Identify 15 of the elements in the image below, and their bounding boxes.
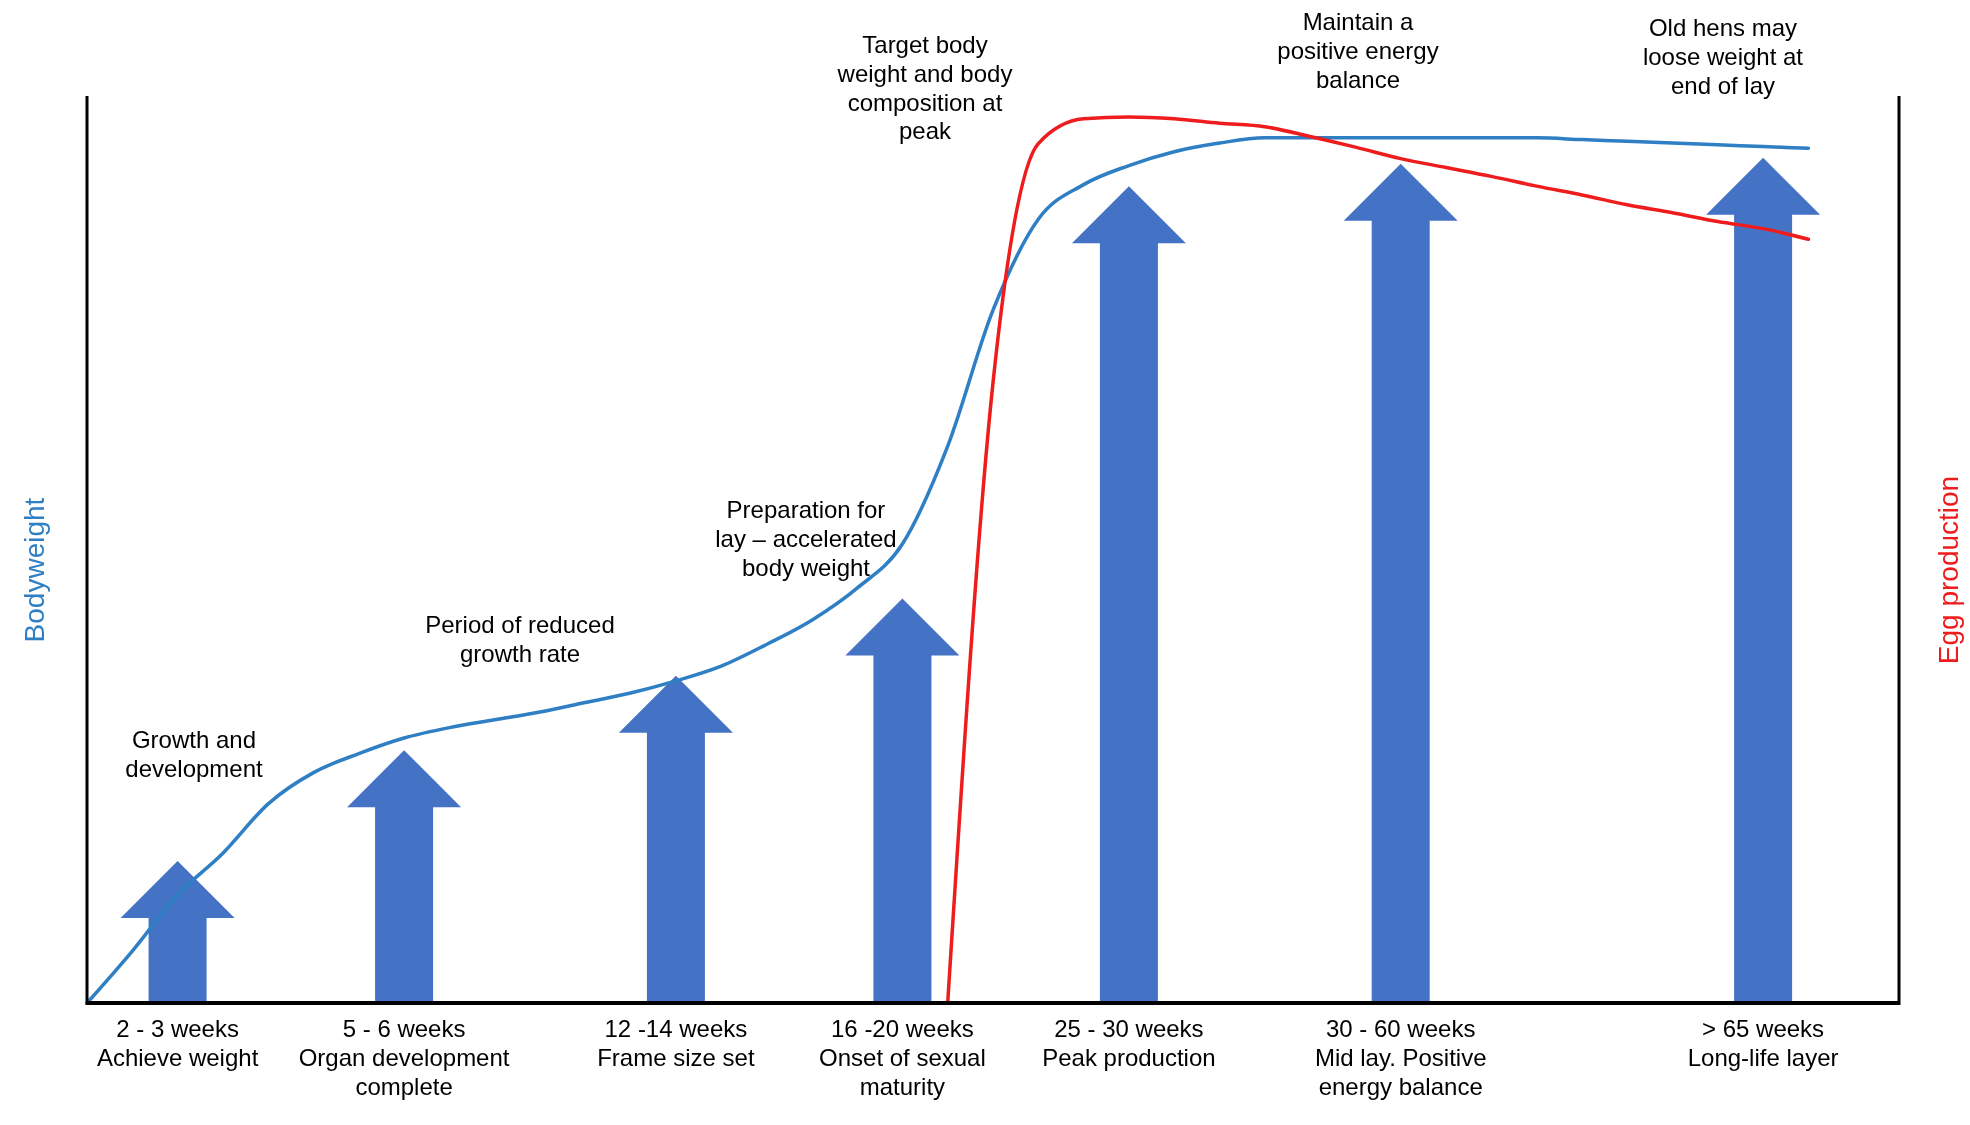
annotation: Period of reduced growth rate [425, 611, 615, 667]
y-axis-title: Bodyweight [19, 497, 50, 643]
text: Old hens may loose weight at end of lay [1642, 14, 1804, 99]
text: Maintain a positive energy balance [1277, 8, 1439, 93]
annotation: Preparation for lay – accelerated body weight [715, 496, 897, 581]
x-tick-label: 25 - 30 weeks Peak production [1042, 1015, 1216, 1071]
x-tick-label: 30 - 60 weeks Mid lay. Positive energy balance [1314, 1015, 1487, 1100]
annotation: Growth and development [125, 726, 264, 782]
annotation: Target body weight and body composition at peak [836, 31, 1013, 145]
y2-axis-title: Egg production [1933, 475, 1964, 665]
x-tick-label: 16 -20 weeks Onset of sexual maturity [819, 1015, 986, 1100]
x-tick-label: 5 - 6 weeks Organ development complete [298, 1015, 510, 1100]
x-tick-label: > 65 weeks Long-life layer [1687, 1015, 1839, 1071]
x-tick-label: 2 - 3 weeks Achieve weight [96, 1015, 259, 1071]
x-tick-label: 12 -14 weeks Frame size set [597, 1015, 755, 1071]
